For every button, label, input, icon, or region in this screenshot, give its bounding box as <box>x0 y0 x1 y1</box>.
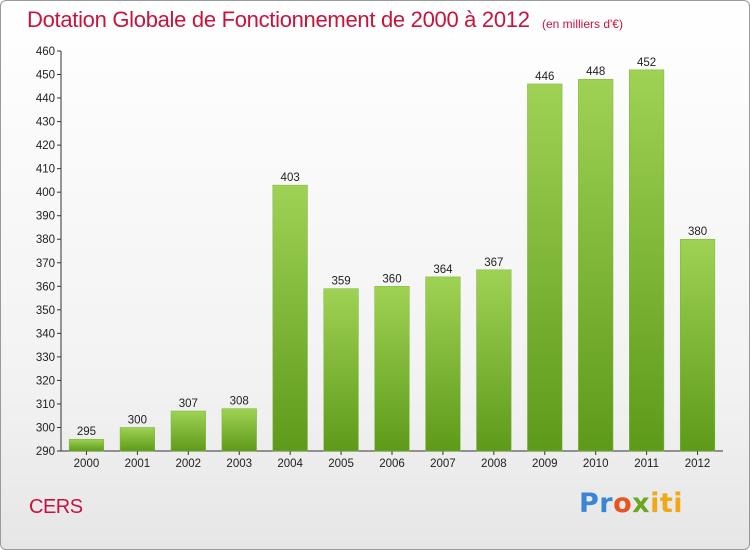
bar-2010 <box>578 78 614 452</box>
data-label-2003: 308 <box>230 396 249 408</box>
y-tick-label: 400 <box>36 187 55 199</box>
logo-part-3: x <box>632 488 651 519</box>
data-label-2012: 380 <box>688 226 707 238</box>
data-label-2006: 360 <box>382 273 401 285</box>
data-label-2004: 403 <box>281 172 300 184</box>
data-labels: 295 300 307 308 403 359 360 364 367 446 448 452 380 <box>77 57 707 438</box>
bar-2012 <box>679 238 716 452</box>
data-label-2010: 448 <box>586 66 605 78</box>
y-tick-label: 320 <box>36 375 55 387</box>
chart-subtitle: (en milliers d'€) <box>542 17 623 31</box>
proxiti-logo[interactable]: Proxiti <box>579 488 683 519</box>
bar-2005 <box>323 288 359 452</box>
x-tick-label: 2005 <box>328 458 354 470</box>
logo-part-1: Pr <box>579 488 614 519</box>
y-tick-label: 410 <box>36 164 55 176</box>
x-tick-label: 2011 <box>634 458 659 470</box>
bar-2002 <box>170 410 206 452</box>
y-tick-label: 380 <box>36 234 55 246</box>
data-label-2007: 364 <box>433 264 453 276</box>
y-tick-label: 350 <box>36 305 55 317</box>
data-label-2009: 446 <box>535 71 554 83</box>
y-tick-label: 310 <box>36 399 55 411</box>
bar-2009 <box>527 83 563 452</box>
bar-2004 <box>272 184 308 452</box>
y-tick-label: 390 <box>36 211 55 223</box>
y-tick-label: 300 <box>36 422 55 434</box>
chart-title: Dotation Globale de Fonctionnement de 20… <box>27 7 530 32</box>
data-label-2011: 452 <box>637 57 656 69</box>
logo-part-2: o <box>613 488 633 519</box>
x-tick-label: 2004 <box>277 458 303 470</box>
data-label-2000: 295 <box>77 426 96 438</box>
y-tick-label: 360 <box>36 281 55 293</box>
x-axis: 2000 2001 2002 2003 2004 2005 2006 2007 2008 2009… <box>61 450 723 470</box>
data-label-2002: 307 <box>179 398 198 410</box>
data-label-2008: 367 <box>484 257 503 269</box>
bar-2011 <box>629 69 665 452</box>
x-tick-label: 2010 <box>583 458 609 470</box>
x-tick-label: 2000 <box>74 458 100 470</box>
y-tick-label: 460 <box>36 46 55 58</box>
x-tick-label: 2008 <box>481 458 507 470</box>
bar-2000 <box>68 438 105 452</box>
x-tick-label: 2003 <box>226 458 252 470</box>
bar-2001 <box>119 427 155 452</box>
x-tick-label: 2002 <box>176 458 202 470</box>
x-tick-label: 2009 <box>532 458 558 470</box>
data-label-2001: 300 <box>128 414 147 426</box>
bar-2003 <box>221 408 257 452</box>
logo-part-4: iti <box>650 488 684 519</box>
y-tick-label: 330 <box>36 352 55 364</box>
commune-name: CERS <box>29 496 83 518</box>
y-tick-label: 450 <box>36 70 55 82</box>
x-tick-label: 2012 <box>685 458 711 470</box>
bars <box>68 69 716 452</box>
y-tick-label: 290 <box>36 446 55 458</box>
y-tick-label: 420 <box>36 140 55 152</box>
bar-2007 <box>425 276 461 452</box>
y-tick-label: 340 <box>36 328 55 340</box>
x-tick-label: 2001 <box>125 458 151 470</box>
bar-2006 <box>374 286 410 452</box>
x-tick-label: 2007 <box>430 458 456 470</box>
y-tick-label: 370 <box>36 258 55 270</box>
x-tick-label: 2006 <box>379 458 405 470</box>
y-tick-label: 430 <box>36 117 55 129</box>
y-tick-label: 440 <box>36 93 55 105</box>
y-axis: 290 300 310 320 330 340 350 360 370 380 390 400 410 4… <box>36 46 62 458</box>
data-label-2005: 359 <box>331 276 350 288</box>
bar-2008 <box>476 269 512 452</box>
